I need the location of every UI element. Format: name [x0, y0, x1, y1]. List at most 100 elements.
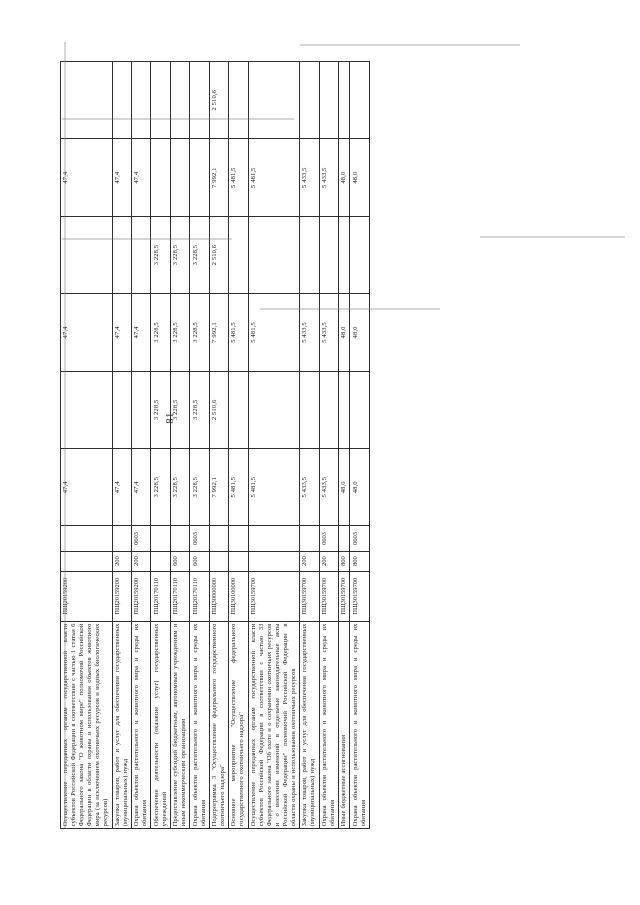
name-of-expenditure: Охрана объектов растительного и животног… [349, 621, 370, 829]
amount-column-5: 5 433,5 [319, 139, 339, 217]
amount-column-6 [150, 61, 171, 139]
amount-column-1: 7 992,1 [209, 448, 229, 526]
table-row: Охрана объектов растительного и животног… [189, 61, 210, 829]
amount-column-5: 48,0 [349, 139, 370, 217]
amount-column-3: 5 481,5 [248, 293, 300, 372]
amount-column-2 [299, 371, 320, 449]
name-of-expenditure: Предоставление субсидий бюджетным, автон… [170, 621, 190, 829]
expense-type-code: 200 [112, 551, 132, 572]
amount-column-3: 5 433,5 [319, 293, 339, 372]
amount-column-5: 47,4 [131, 139, 151, 217]
name-of-expenditure: Охрана объектов растительного и животног… [189, 621, 210, 829]
name-of-expenditure: Закупка товаров, работ и услуг для обесп… [299, 621, 320, 829]
amount-column-5: 5 433,5 [299, 139, 320, 217]
amount-column-2 [349, 371, 370, 449]
amount-column-2 [338, 371, 350, 449]
amount-column-4 [319, 216, 339, 294]
name-of-expenditure: Основное мероприятие "Осуществление феде… [228, 621, 249, 829]
amount-column-4 [248, 216, 300, 294]
table-row: Охрана объектов растительного и животног… [131, 61, 151, 829]
amount-column-5: 47,4 [112, 139, 132, 217]
amount-column-6 [248, 61, 300, 139]
section-subsection-code: 0603 [349, 525, 370, 552]
expense-type-code: 200 [319, 551, 339, 572]
target-program-code: ПЩ20159200 [131, 571, 151, 622]
amount-column-4 [60, 216, 113, 294]
amount-column-3: 47,4 [60, 293, 113, 372]
amount-column-5 [170, 139, 190, 217]
amount-column-1: 3 228,5 [170, 448, 190, 526]
amount-column-5: 47,4 [60, 139, 113, 217]
expense-type-code: 800 [338, 551, 350, 572]
amount-column-2 [228, 371, 249, 449]
table-row: Охрана объектов растительного и животног… [319, 61, 339, 829]
table-row: Подпрограмма 3 "Осуществление федерально… [209, 61, 229, 829]
table-row: Закупка товаров, работ и услуг для обесп… [112, 61, 132, 829]
amount-column-2 [319, 371, 339, 449]
expense-type-code [209, 551, 229, 572]
amount-column-5: 7 992,1 [209, 139, 229, 217]
table-row: Обеспечение деятельности (оказание услуг… [150, 61, 171, 829]
section-subsection-code: 0603 [319, 525, 339, 552]
section-subsection-code [209, 525, 229, 552]
amount-column-3: 3 228,5 [150, 293, 171, 372]
expense-type-code: 600 [170, 551, 190, 572]
target-program-code: ПЩ30000000 [209, 571, 229, 622]
expense-type-code [248, 551, 300, 572]
amount-column-4: 3 228,5 [170, 216, 190, 294]
expense-type-code [150, 551, 171, 572]
name-of-expenditure: Охрана объектов растительного и животног… [131, 621, 151, 829]
amount-column-5: 5 481,5 [228, 139, 249, 217]
amount-column-1: 47,4 [112, 448, 132, 526]
amount-column-6 [60, 61, 113, 139]
amount-column-6 [228, 61, 249, 139]
target-program-code: ПЩ30159700 [299, 571, 320, 622]
amount-column-6 [189, 61, 210, 139]
amount-column-6 [338, 61, 350, 139]
amount-column-4 [228, 216, 249, 294]
section-subsection-code: 0603 [131, 525, 151, 552]
expense-type-code [60, 551, 113, 572]
amount-column-4 [299, 216, 320, 294]
amount-column-2 [60, 371, 113, 449]
table-row: Осуществление переданных органам государ… [60, 61, 113, 829]
name-of-expenditure: Обеспечение деятельности (оказание услуг… [150, 621, 171, 829]
target-program-code: ПЩ20159200 [112, 571, 132, 622]
amount-column-1: 5 481,5 [228, 448, 249, 526]
section-subsection-code [338, 525, 350, 552]
amount-column-3: 5 433,5 [299, 293, 320, 372]
section-subsection-code [150, 525, 171, 552]
target-program-code: ПЩ20170110 [189, 571, 210, 622]
amount-column-6 [112, 61, 132, 139]
amount-column-3: 3 228,5 [170, 293, 190, 372]
amount-column-3: 7 992,1 [209, 293, 229, 372]
amount-column-1: 47,4 [60, 448, 113, 526]
amount-column-1: 5 433,5 [299, 448, 320, 526]
amount-column-1: 48,0 [338, 448, 350, 526]
name-of-expenditure: Подпрограмма 3 "Осуществление федерально… [209, 621, 229, 829]
table-body: Осуществление переданных органам государ… [60, 61, 370, 829]
amount-column-1: 48,0 [349, 448, 370, 526]
amount-column-4 [349, 216, 370, 294]
table-row: Осуществление переданных органам государ… [248, 61, 300, 829]
table-row: Иные бюджетные ассигнования ПЩ30159700 800… [338, 61, 350, 829]
amount-column-3: 47,4 [131, 293, 151, 372]
amount-column-1: 3 228,5 [150, 448, 171, 526]
expense-type-code: 200 [299, 551, 320, 572]
amount-column-1: 47,4 [131, 448, 151, 526]
amount-column-2 [131, 371, 151, 449]
target-program-code: ПЩ20170110 [150, 571, 171, 622]
table-row: Охрана объектов растительного и животног… [349, 61, 370, 829]
expense-type-code [228, 551, 249, 572]
amount-column-3: 5 481,5 [228, 293, 249, 372]
target-program-code: ПЩ20170110 [170, 571, 190, 622]
section-subsection-code [60, 525, 113, 552]
amount-column-5 [150, 139, 171, 217]
amount-column-6 [299, 61, 320, 139]
amount-column-2: 3 228,5 [170, 371, 190, 449]
amount-column-6 [131, 61, 151, 139]
amount-column-4 [131, 216, 151, 294]
amount-column-6 [319, 61, 339, 139]
